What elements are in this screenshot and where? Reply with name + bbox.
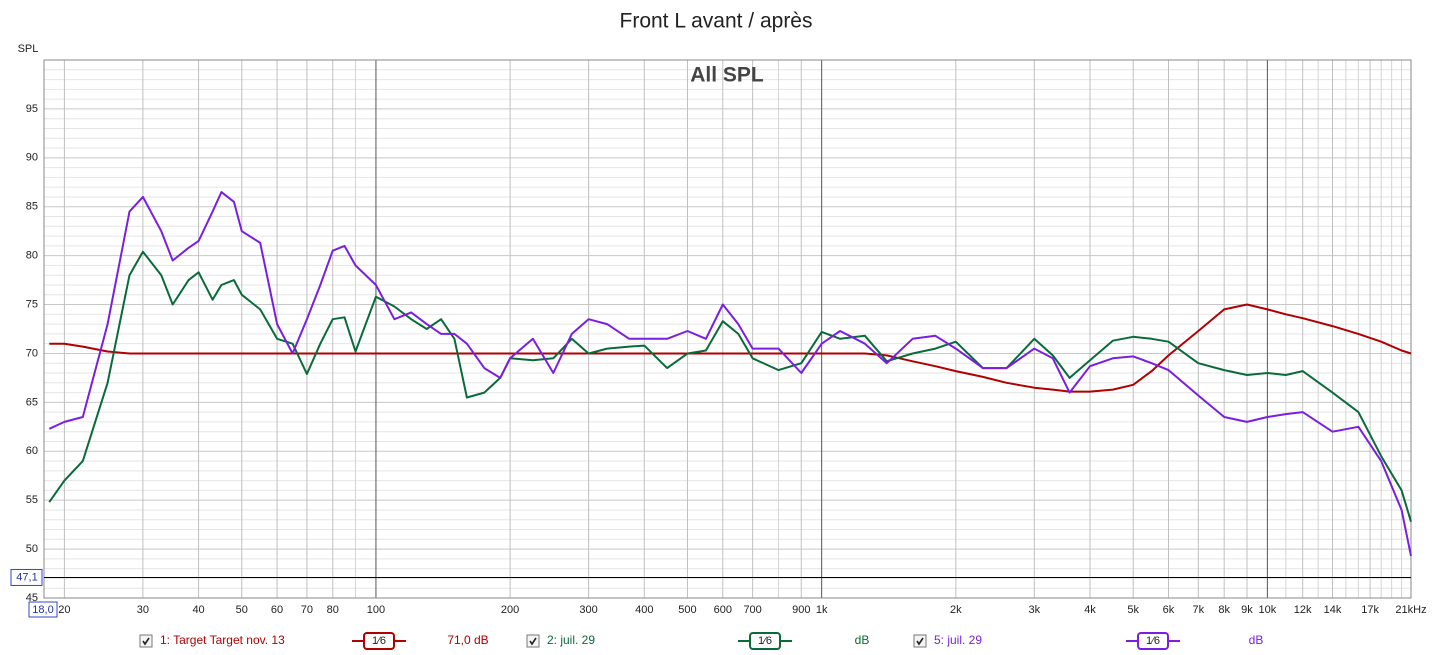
x-tick-label: 21kHz xyxy=(1395,604,1426,616)
x-tick-label: 20 xyxy=(58,604,70,616)
y-axis-label: SPL xyxy=(18,43,39,55)
legend-level: dB xyxy=(1249,633,1264,647)
x-tick-label: 4k xyxy=(1084,604,1096,616)
x-tick-label: 200 xyxy=(501,604,519,616)
checkmark xyxy=(142,637,150,646)
y-tick-label: 80 xyxy=(26,250,38,262)
y-tick-label: 50 xyxy=(26,543,38,555)
smoothing-box xyxy=(1137,632,1169,650)
legend-item[interactable]: 1: Target Target nov. 13 1⁄6 71,0 dB xyxy=(139,632,489,650)
series-line xyxy=(48,191,1412,557)
checkmark xyxy=(529,637,537,646)
y-tick-label: 75 xyxy=(26,298,38,310)
chart-subtitle: All SPL xyxy=(690,64,764,87)
x-tick-label: 400 xyxy=(635,604,653,616)
cursor-box xyxy=(28,601,58,618)
series-line xyxy=(49,303,1412,393)
cursor-y-label: 47,1 xyxy=(16,571,37,583)
legend-item[interactable]: 2: juil. 29 1⁄6 dB xyxy=(526,632,870,650)
legend-checkbox[interactable] xyxy=(139,634,153,648)
y-tick-label: 90 xyxy=(26,152,38,164)
x-tick-label: 30 xyxy=(137,604,149,616)
series-line xyxy=(48,250,1412,522)
x-tick-label: 60 xyxy=(271,604,283,616)
legend-checkbox[interactable] xyxy=(526,634,540,648)
smoothing-label: 1⁄6 xyxy=(1146,635,1160,647)
legend-level: 71,0 dB xyxy=(447,633,488,647)
x-tick-label: 700 xyxy=(743,604,761,616)
x-tick-label: 500 xyxy=(678,604,696,616)
legend-label: 5: juil. 29 xyxy=(934,633,982,647)
x-tick-label: 300 xyxy=(579,604,597,616)
plot-frame xyxy=(43,59,1412,599)
x-tick-label: 10k xyxy=(1259,604,1277,616)
legend-checkbox[interactable] xyxy=(913,634,927,648)
y-tick-label: 65 xyxy=(26,396,38,408)
x-tick-label: 8k xyxy=(1218,604,1230,616)
cursor-x-label: 18,0 xyxy=(32,604,53,616)
x-tick-label: 2k xyxy=(950,604,962,616)
smoothing-label: 1⁄6 xyxy=(758,635,772,647)
legend-item[interactable]: 5: juil. 29 1⁄6 dB xyxy=(913,632,1264,650)
smoothing-label: 1⁄6 xyxy=(372,635,386,647)
x-tick-label: 12k xyxy=(1294,604,1312,616)
legend-label: 2: juil. 29 xyxy=(547,633,595,647)
checkmark xyxy=(916,637,924,646)
x-tick-label: 80 xyxy=(327,604,339,616)
x-tick-label: 50 xyxy=(236,604,248,616)
x-tick-label: 14k xyxy=(1324,604,1342,616)
x-tick-label: 70 xyxy=(301,604,313,616)
legend-label: 1: Target Target nov. 13 xyxy=(160,633,285,647)
chart-title: Front L avant / après xyxy=(620,10,813,33)
x-tick-label: 6k xyxy=(1163,604,1175,616)
x-tick-label: 9k xyxy=(1241,604,1253,616)
y-tick-label: 60 xyxy=(26,445,38,457)
x-tick-label: 3k xyxy=(1029,604,1041,616)
y-tick-label: 85 xyxy=(26,201,38,213)
smoothing-box xyxy=(749,632,781,650)
y-tick-label: 95 xyxy=(26,103,38,115)
x-tick-label: 17k xyxy=(1361,604,1379,616)
y-tick-label: 55 xyxy=(26,494,38,506)
x-tick-label: 100 xyxy=(367,604,385,616)
cursor-box xyxy=(10,568,43,586)
x-tick-label: 5k xyxy=(1127,604,1139,616)
x-tick-label: 600 xyxy=(714,604,732,616)
x-tick-label: 1k xyxy=(816,604,828,616)
x-tick-label: 7k xyxy=(1193,604,1205,616)
x-tick-label: 900 xyxy=(792,604,810,616)
y-tick-label: 45 xyxy=(26,592,38,604)
legend-level: dB xyxy=(855,633,870,647)
smoothing-box xyxy=(363,632,395,650)
x-tick-label: 40 xyxy=(192,604,204,616)
y-tick-label: 70 xyxy=(26,347,38,359)
plot-area xyxy=(44,60,1411,598)
